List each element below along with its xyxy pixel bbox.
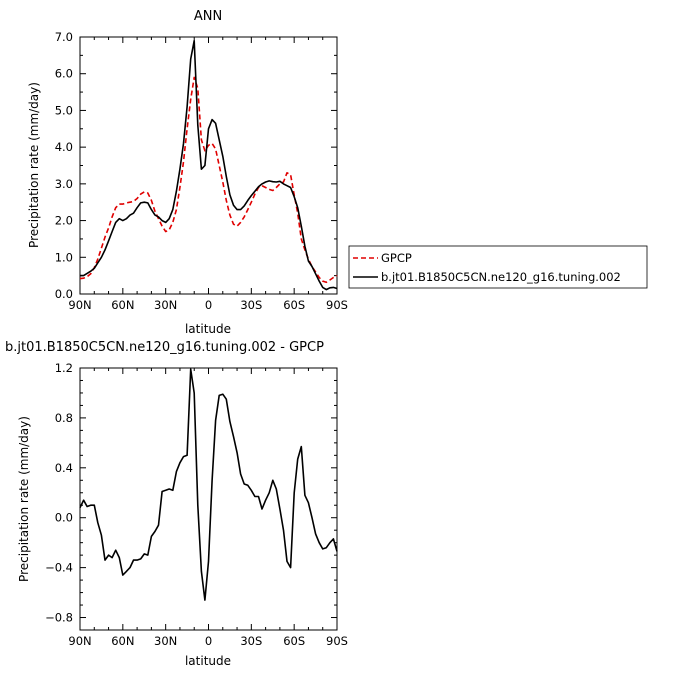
bottom-chart-x-tick-label: 30N — [154, 634, 177, 648]
top-chart-y-tick-label: 2.0 — [55, 214, 73, 228]
bottom-chart-series — [79, 368, 338, 601]
top-chart-x-tick-label: 30N — [154, 298, 177, 312]
top-chart-x-tick-label: 60S — [283, 298, 305, 312]
top-chart-y-tick-label: 3.0 — [55, 177, 73, 191]
top-chart-x-tick-label: 0 — [205, 298, 212, 312]
bottom-chart-y-tick-label: 1.2 — [55, 361, 73, 375]
bottom-chart-x-axis-label: latitude — [185, 654, 231, 668]
bottom-chart-y-tick-label: −0.8 — [45, 611, 73, 625]
legend-label-model: b.jt01.B1850C5CN.ne120_g16.tuning.002 — [381, 270, 621, 284]
bottom-chart-x-tick-label: 30S — [240, 634, 262, 648]
legend: GPCP b.jt01.B1850C5CN.ne120_g16.tuning.0… — [348, 245, 648, 289]
top-chart-series — [79, 39, 338, 291]
top-chart-y-tick-label: 6.0 — [55, 67, 73, 81]
top-chart-y-tick-label: 5.0 — [55, 103, 73, 117]
top-chart-x-tick-label: 60N — [111, 298, 134, 312]
bottom-chart-y-tick-label: 0.8 — [55, 411, 73, 425]
top-chart-x-tick-label: 90S — [326, 298, 348, 312]
bottom-chart: b.jt01.B1850C5CN.ne120_g16.tuning.002 - … — [5, 340, 348, 668]
top-chart-title: ANN — [194, 9, 222, 24]
top-chart-y-tick-label: 0.0 — [55, 287, 73, 301]
top-chart-y-tick-label: 4.0 — [55, 140, 73, 154]
bottom-chart-y-axis-label: Precipitation rate (mm/day) — [17, 416, 31, 582]
bottom-chart-plot-frame — [79, 367, 338, 631]
top-chart-series-line-1 — [80, 39, 338, 291]
bottom-chart-y-tick-label: 0.4 — [55, 461, 73, 475]
bottom-chart-x-tick-label: 90N — [68, 634, 91, 648]
bottom-chart-y-tick-label: 0.0 — [55, 511, 73, 525]
top-chart-series-line-0 — [79, 76, 338, 284]
bottom-chart-series-line-0 — [79, 368, 338, 601]
bottom-chart-x-tick-label: 60N — [111, 634, 134, 648]
top-chart-ticks: 90N 60N 30N 0 30S 60S 90S 0.0 1.0 2.0 3.0 4.0 5.0 6.0… — [55, 30, 348, 312]
bottom-chart-x-tick-label: 90S — [326, 634, 348, 648]
legend-label-gpcp: GPCP — [381, 251, 412, 265]
bottom-chart-ticks: 90N 60N 30N 0 30S 60S 90S −0.8 −0.4 0.0 0.4 0.8 1.2 — [45, 361, 348, 648]
legend-box — [348, 245, 648, 289]
top-chart-plot-frame — [79, 36, 338, 295]
top-chart-x-tick-label: 90N — [68, 298, 91, 312]
bottom-chart-y-tick-label: −0.4 — [45, 561, 73, 575]
bottom-chart-title: b.jt01.B1850C5CN.ne120_g16.tuning.002 - … — [5, 340, 324, 355]
top-chart-y-axis-label: Precipitation rate (mm/day) — [27, 82, 41, 248]
top-chart: ANN 90N 60N 30N 0 30S 60S 90S 0.0 1.0 2.0 3.0 4.0 5.… — [27, 9, 348, 336]
bottom-chart-x-tick-label: 0 — [205, 634, 212, 648]
top-chart-y-tick-label: 7.0 — [55, 30, 73, 44]
top-chart-x-axis-label: latitude — [185, 322, 231, 336]
top-chart-y-tick-label: 1.0 — [55, 250, 73, 264]
top-chart-x-tick-label: 30S — [240, 298, 262, 312]
bottom-chart-x-tick-label: 60S — [283, 634, 305, 648]
